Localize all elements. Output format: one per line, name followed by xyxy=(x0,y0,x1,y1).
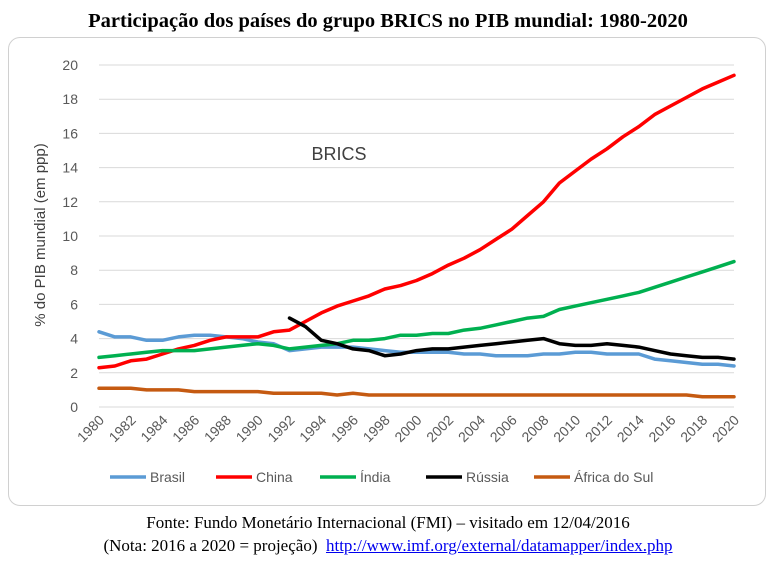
x-tick-label: 1982 xyxy=(106,412,139,445)
x-tick-label: 1986 xyxy=(169,412,202,445)
legend-label-africa-do-sul: África do Sul xyxy=(574,469,653,485)
x-tick-label: 2004 xyxy=(455,412,488,445)
x-tick-labels: 1980198219841986198819901992199419961998… xyxy=(74,412,742,445)
series-lines xyxy=(97,73,736,399)
x-tick-label: 1992 xyxy=(264,412,297,445)
x-tick-label: 2014 xyxy=(614,412,647,445)
x-tick-label: 2016 xyxy=(645,412,678,445)
x-tick-label: 2010 xyxy=(550,412,583,445)
x-tick-label: 2002 xyxy=(423,412,456,445)
series-line-africa-do-sul xyxy=(97,386,736,399)
x-tick-label: 1996 xyxy=(328,412,361,445)
x-tick-label: 2000 xyxy=(391,412,424,445)
y-tick-label: 4 xyxy=(70,331,78,347)
x-tick-label: 1988 xyxy=(201,412,234,445)
y-tick-label: 16 xyxy=(62,125,78,141)
x-tick-label: 1980 xyxy=(74,412,107,445)
x-tick-label: 1990 xyxy=(233,412,266,445)
series-line-china xyxy=(97,73,736,370)
y-axis-label: % do PIB mundial (em ppp) xyxy=(32,143,49,326)
projection-note: (Nota: 2016 a 2020 = projeção) xyxy=(103,536,318,555)
y-tick-label: 0 xyxy=(70,399,78,415)
source-note-line: (Nota: 2016 a 2020 = projeção) http://ww… xyxy=(0,536,776,556)
legend: Brasil China Índia Rússia África do Sul xyxy=(110,469,653,485)
y-tick-label: 20 xyxy=(62,57,78,73)
y-tick-label: 10 xyxy=(62,228,78,244)
chart-frame xyxy=(8,37,766,506)
source-link[interactable]: http://www.imf.org/external/datamapper/i… xyxy=(325,536,673,555)
legend-label-india: Índia xyxy=(360,469,391,485)
legend-label-china: China xyxy=(256,469,293,485)
y-tick-label: 12 xyxy=(62,194,78,210)
chart-title: Participação dos países do grupo BRICS n… xyxy=(88,10,688,32)
y-tick-label: 8 xyxy=(70,262,78,278)
series-line-india xyxy=(97,259,736,360)
x-tick-label: 2006 xyxy=(487,412,520,445)
y-tick-labels: 0 2 4 6 8 10 12 14 16 18 20 xyxy=(62,57,78,415)
series-line-russia xyxy=(287,316,736,361)
brics-annotation: BRICS xyxy=(311,144,366,164)
x-tick-label: 1998 xyxy=(360,412,393,445)
y-tick-label: 6 xyxy=(70,296,78,312)
x-tick-label: 1994 xyxy=(296,412,329,445)
y-tick-label: 18 xyxy=(62,91,78,107)
x-tick-label: 2020 xyxy=(709,412,742,445)
y-tick-label: 2 xyxy=(70,365,78,381)
legend-label-brasil: Brasil xyxy=(150,469,185,485)
source-line: Fonte: Fundo Monetário Internacional (FM… xyxy=(146,513,630,532)
legend-label-russia: Rússia xyxy=(466,469,509,485)
x-tick-label: 2018 xyxy=(677,412,710,445)
gridlines xyxy=(99,64,734,408)
x-tick-label: 1984 xyxy=(137,412,170,445)
x-tick-label: 2008 xyxy=(518,412,551,445)
y-tick-label: 14 xyxy=(62,160,78,176)
x-tick-label: 2012 xyxy=(582,412,615,445)
